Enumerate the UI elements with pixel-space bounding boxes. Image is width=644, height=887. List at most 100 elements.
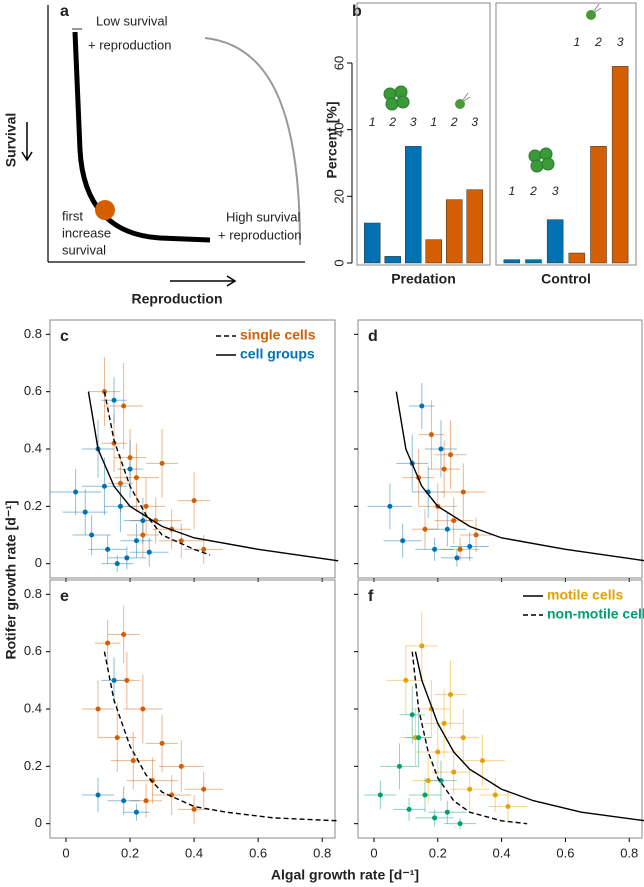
point — [457, 821, 463, 827]
point — [95, 792, 101, 798]
y-tick-label: 20 — [331, 189, 346, 203]
point — [435, 749, 441, 755]
group-size-label: 3 — [617, 35, 624, 49]
y-tick-label: 0.6 — [24, 643, 42, 658]
annotation: increase — [62, 225, 111, 240]
point — [89, 532, 95, 538]
point — [130, 758, 136, 764]
point — [400, 538, 406, 544]
point — [143, 798, 149, 804]
point — [444, 526, 450, 532]
point — [121, 631, 127, 637]
point — [95, 706, 101, 712]
single-cell-icon — [586, 3, 602, 20]
point — [159, 740, 165, 746]
bar — [384, 256, 401, 264]
facet-frame — [495, 2, 637, 266]
facet-label: Predation — [391, 271, 456, 287]
point — [191, 806, 197, 812]
x-tick-label: 0.4 — [493, 845, 511, 860]
point — [479, 758, 485, 764]
point — [454, 555, 460, 561]
annotation: survival — [62, 242, 106, 257]
point — [146, 549, 152, 555]
annotation: High survival — [226, 209, 301, 224]
legend-label: motile cells — [547, 587, 623, 603]
point — [82, 509, 88, 515]
point — [451, 518, 457, 524]
x-tick-label: 0 — [62, 845, 69, 860]
point — [416, 735, 422, 741]
point — [505, 803, 511, 809]
legend-label: single cells — [240, 327, 316, 343]
point — [105, 546, 111, 552]
point — [140, 518, 146, 524]
bar — [525, 259, 542, 264]
y-tick-label: 0.4 — [24, 440, 42, 455]
point — [121, 403, 127, 409]
bar — [425, 239, 442, 264]
point — [460, 735, 466, 741]
y-tick-label: 0.2 — [24, 758, 42, 773]
axis-label: Percent [%] — [324, 101, 340, 178]
axis-label: Reproduction — [132, 291, 223, 307]
point — [133, 475, 139, 481]
axis-label: Survival — [3, 113, 19, 167]
point — [473, 532, 479, 538]
y-tick-label: 40 — [331, 122, 346, 136]
point — [409, 712, 415, 718]
group-size-label: 1 — [369, 115, 376, 129]
point — [406, 806, 412, 812]
panel-label: c — [60, 328, 69, 345]
y-tick-label: 0 — [35, 815, 42, 830]
x-tick-label: 0.8 — [313, 845, 331, 860]
panel-label: f — [368, 588, 374, 605]
bar — [590, 146, 607, 264]
point — [457, 546, 463, 552]
point — [422, 792, 428, 798]
point — [121, 798, 127, 804]
point — [419, 403, 425, 409]
arrow — [170, 275, 237, 287]
legend-label: non-motile cells — [547, 606, 644, 622]
y-tick-label: 0.8 — [24, 326, 42, 341]
bar — [466, 189, 483, 264]
point — [117, 503, 123, 509]
point — [133, 538, 139, 544]
point — [419, 643, 425, 649]
x-tick-label: 0 — [370, 845, 377, 860]
point — [178, 538, 184, 544]
point — [460, 489, 466, 495]
x-tick-label: 0.6 — [556, 845, 574, 860]
group-size-label: 1 — [508, 184, 515, 198]
panel-label: a — [60, 3, 69, 20]
point — [396, 763, 402, 769]
point — [105, 640, 111, 646]
point — [124, 555, 130, 561]
annotation: + reproduction — [88, 37, 171, 52]
point — [101, 483, 107, 489]
group-size-label: 2 — [594, 35, 602, 49]
group-size-label: 3 — [471, 115, 478, 129]
y-tick-label: 0.2 — [24, 498, 42, 513]
cell-group-icon — [383, 85, 410, 111]
legend-label: cell groups — [240, 346, 315, 362]
annotation: first — [62, 208, 83, 223]
panel-label: e — [60, 588, 69, 605]
point — [492, 792, 498, 798]
cell-group-icon — [528, 147, 555, 173]
point — [124, 677, 130, 683]
group-size-label: 3 — [410, 115, 417, 129]
x-tick-label: 0.8 — [620, 845, 638, 860]
bar — [446, 199, 463, 264]
group-size-label: 3 — [552, 184, 559, 198]
group-size-label: 2 — [450, 115, 458, 129]
point — [114, 561, 120, 567]
point — [425, 778, 431, 784]
point — [201, 546, 207, 552]
y-tick-label: 0.4 — [24, 700, 42, 715]
point — [111, 677, 117, 683]
x-tick-label: 0.4 — [185, 845, 203, 860]
